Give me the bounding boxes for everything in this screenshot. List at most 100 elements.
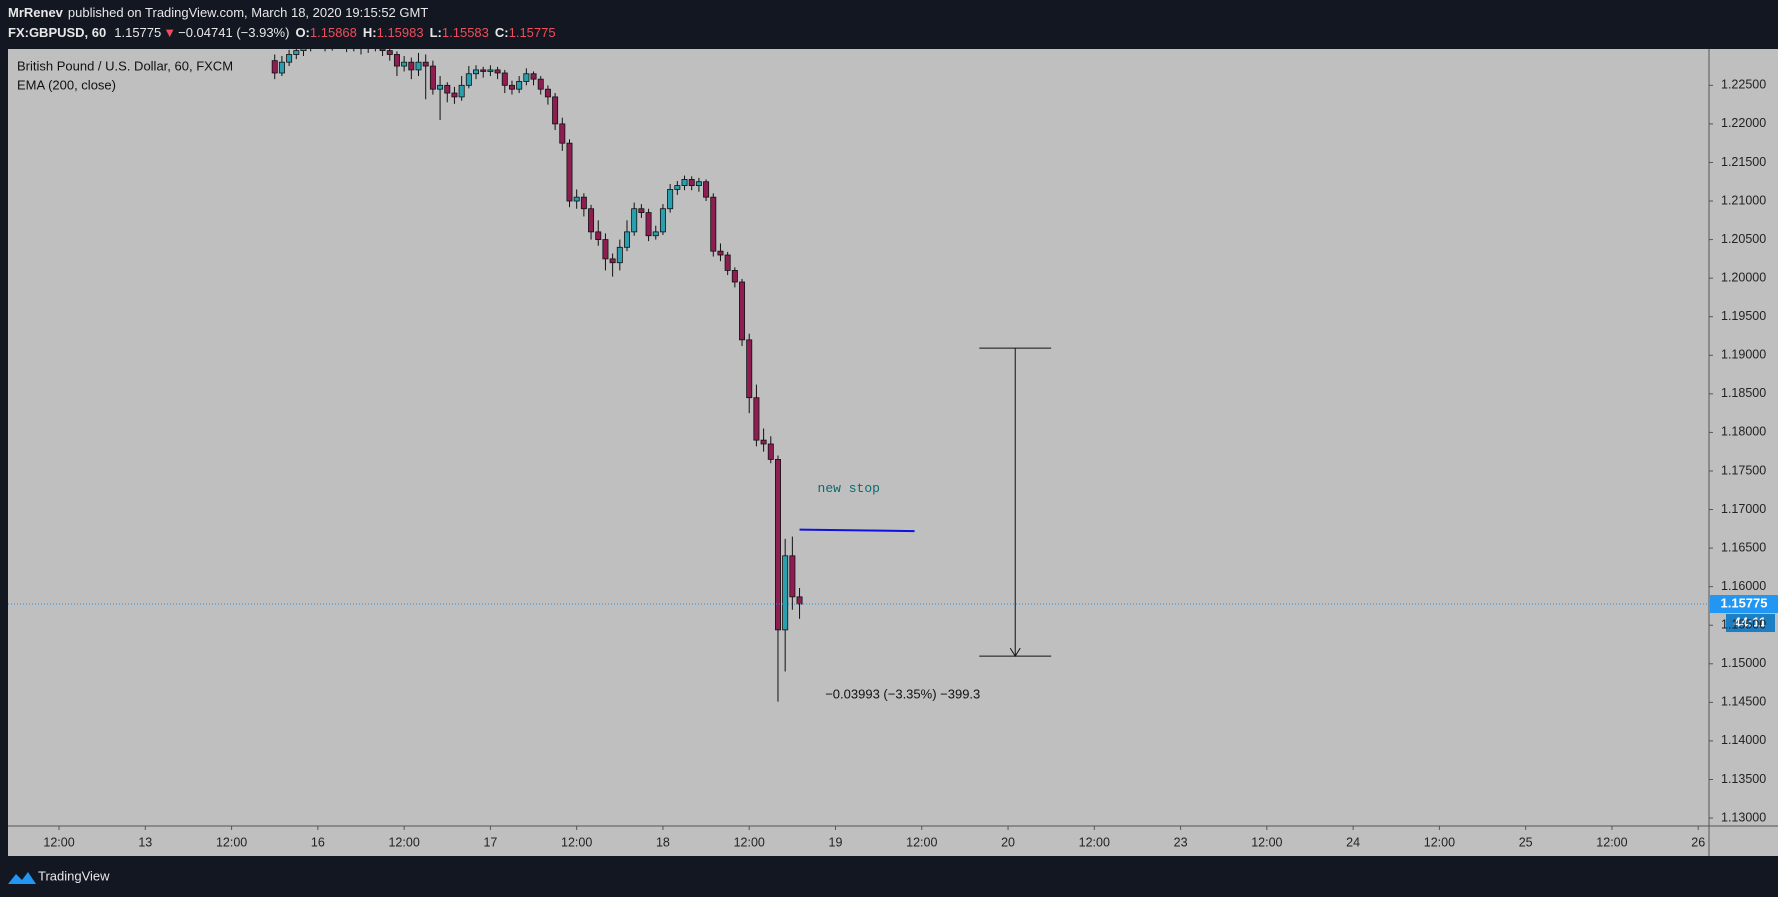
indicator-label: EMA (200, close)	[17, 77, 116, 92]
plot-area	[8, 49, 1709, 826]
x-tick-label: 12:00	[43, 835, 74, 849]
footer-bar	[0, 857, 1778, 897]
change: −0.04741 (−3.93%)	[178, 25, 289, 40]
candle-body	[652, 231, 659, 237]
candle-body	[544, 88, 551, 98]
header-bar	[0, 0, 1778, 49]
candle-body	[458, 84, 465, 98]
candle-body	[767, 443, 774, 460]
author: MrRenev	[8, 5, 64, 20]
candle-body	[379, 49, 386, 52]
h-label: H:	[363, 25, 377, 40]
y-tick-label: 1.16500	[1721, 540, 1766, 554]
countdown-box	[1726, 614, 1775, 633]
candle-body	[286, 54, 293, 63]
l-label: L:	[430, 25, 442, 40]
candle-body	[523, 73, 530, 82]
candle-body	[429, 65, 436, 90]
o-value: 1.15868	[310, 25, 357, 40]
candle-body	[480, 69, 487, 72]
candle-body	[393, 54, 400, 67]
candle-body	[753, 397, 760, 441]
y-tick-label: 1.20500	[1721, 232, 1766, 246]
candle-body	[681, 179, 688, 186]
candle-body	[760, 439, 767, 445]
candle-body	[552, 96, 559, 125]
y-tick-label: 1.22000	[1721, 116, 1766, 130]
candle-body	[667, 189, 674, 210]
candle-body	[408, 61, 415, 71]
y-tick-label: 1.14000	[1721, 733, 1766, 747]
candle-body	[437, 84, 444, 90]
published: published on TradingView.com, March 18, …	[68, 5, 428, 20]
y-tick-label: 1.19500	[1721, 309, 1766, 323]
y-tick-label: 1.14500	[1721, 695, 1766, 709]
candle-body	[624, 231, 630, 248]
candle-body	[501, 72, 508, 86]
candle-body	[487, 69, 494, 72]
candle-body	[415, 61, 422, 71]
candle-body	[573, 196, 580, 202]
candle-body	[516, 81, 523, 90]
overlay: 1.15775 44:11 new stop −0.03993 (−3.35%) −3…	[8, 347, 1778, 702]
candle-body	[580, 196, 587, 210]
y-tick-label: 1.21000	[1721, 193, 1766, 207]
y-tick-label: 1.22500	[1721, 78, 1766, 92]
candle-body	[566, 142, 573, 202]
candle-body	[602, 239, 609, 260]
candle-body	[774, 459, 781, 631]
candle-body	[796, 596, 803, 605]
candle-body	[739, 281, 746, 341]
candle-body	[278, 61, 285, 74]
tv-logo	[8, 872, 36, 884]
time-axis	[8, 826, 1709, 856]
logo-icon	[8, 872, 36, 884]
last-price-label: 1.15775	[1721, 595, 1768, 610]
candle-body	[537, 78, 544, 90]
x-tick-label: 12:00	[561, 835, 592, 849]
candle-body	[710, 196, 717, 252]
candle-body	[609, 258, 616, 264]
x-tick-label: 20	[1001, 835, 1015, 849]
y-tick-label: 1.17500	[1721, 463, 1766, 477]
down-arrow: ▼	[163, 25, 176, 40]
candle-body	[717, 250, 724, 256]
plot	[271, 49, 803, 702]
y-tick-label: 1.15500	[1721, 618, 1766, 632]
stop-label: new stop	[818, 481, 880, 496]
candle-body	[645, 212, 652, 237]
x-tick-label: 24	[1346, 835, 1360, 849]
candle-body	[494, 69, 501, 74]
x-tick-label: 26	[1691, 835, 1705, 849]
x-tick-label: 12:00	[1251, 835, 1282, 849]
x-tick-label: 12:00	[1596, 835, 1627, 849]
y-tick-label: 1.16000	[1721, 579, 1766, 593]
candle-body	[401, 61, 408, 67]
candle-body	[444, 84, 451, 94]
candle-body	[508, 84, 515, 90]
candle-body	[724, 254, 731, 271]
candle-body	[688, 179, 695, 186]
candle-body	[451, 92, 458, 98]
candle-body	[386, 50, 393, 55]
y-tick-label: 1.20000	[1721, 270, 1766, 284]
legend-line: FX:GBPUSD, 60 1.15775 ▼ −0.04741 (−3.93%) O:…	[8, 25, 556, 40]
price-axis	[1709, 49, 1778, 856]
candle-body	[674, 185, 681, 190]
l-value: 1.15583	[442, 25, 489, 40]
x-tick-label: 19	[829, 835, 843, 849]
candle-body	[588, 208, 595, 233]
x-tick-label: 12:00	[1079, 835, 1110, 849]
last-price: 1.15775	[114, 25, 161, 40]
x-tick-label: 12:00	[216, 835, 247, 849]
candle-body	[659, 208, 666, 233]
candle-body	[746, 339, 753, 399]
x-tick-label: 17	[483, 835, 497, 849]
y-tick-label: 1.17000	[1721, 502, 1766, 516]
candle-body	[638, 208, 645, 213]
x-tick-label: 12:00	[1424, 835, 1455, 849]
candle-body	[559, 123, 566, 144]
symbol: FX:GBPUSD, 60	[8, 25, 106, 40]
x-tick-label: 16	[311, 835, 325, 849]
